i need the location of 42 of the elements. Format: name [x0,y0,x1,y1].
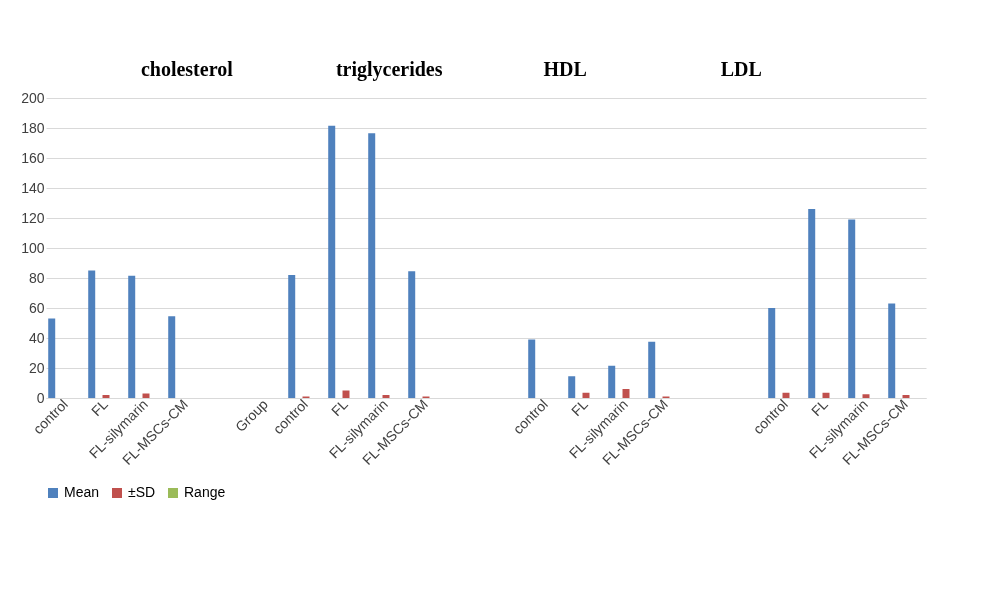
y-tick-label: 80 [28,269,45,286]
bar [862,394,870,398]
y-tick-label: 100 [21,239,45,256]
bar [328,125,336,398]
bar [128,275,136,398]
y-tick-label: 140 [21,179,45,196]
bar [288,275,296,398]
bar [902,395,910,398]
y-tick-label: 40 [28,329,45,346]
bar [648,341,656,398]
bar [568,376,576,398]
legend-label: Mean [64,484,100,500]
legend-label: ±SD [128,484,156,500]
bar [408,271,416,398]
bar [608,365,616,398]
bar [88,270,96,398]
legend-label: Range [184,484,226,500]
bar [848,219,856,398]
bar [528,339,536,398]
text: LDL [720,58,762,80]
bar [582,392,590,398]
bar [342,390,350,398]
y-tick-label: 20 [28,359,45,376]
y-tick-label: 180 [21,119,45,136]
text: triglycerides [335,58,443,81]
y-tick-label: 60 [28,299,45,316]
bar [382,395,390,398]
y-tick-label: 200 [21,89,45,106]
bar [102,395,110,398]
bar [888,303,896,398]
bar [808,209,816,398]
bar [48,318,56,398]
bar [768,308,776,398]
bar [782,392,790,398]
y-tick-label: 160 [21,149,45,166]
text: HDL [543,58,587,80]
text: cholesterol [140,58,234,80]
bar [368,133,376,398]
bar [822,392,830,398]
bar [168,316,176,398]
y-tick-label: 120 [21,209,45,226]
bar [622,389,630,398]
